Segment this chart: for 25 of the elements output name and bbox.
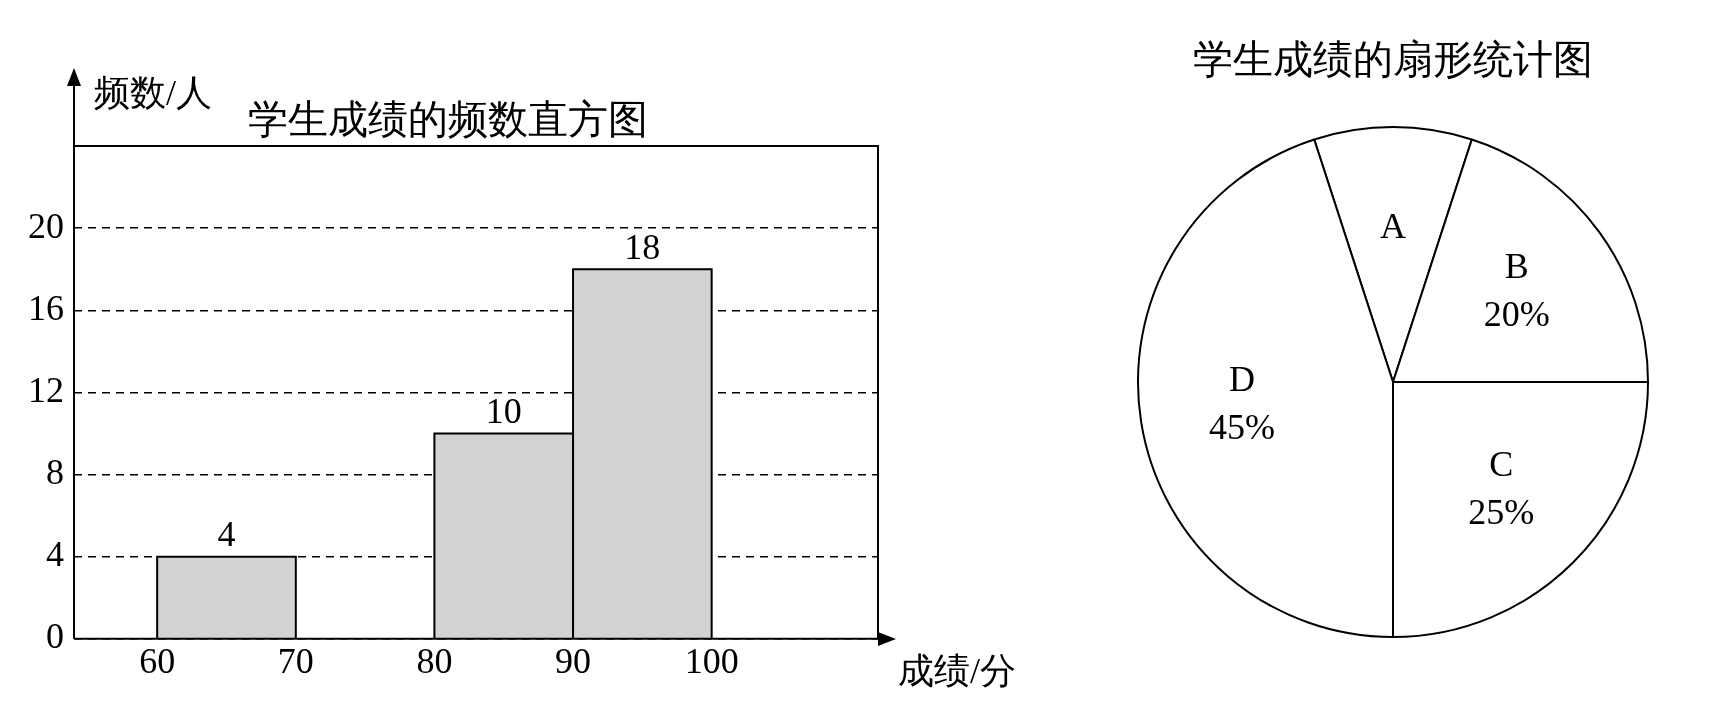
data-label: 10 (485, 390, 522, 431)
x-tick-label: 60 (139, 640, 176, 681)
x-tick-label: 90 (555, 640, 592, 681)
chart-title: 学生成绩的频数直方图 (248, 96, 648, 142)
y-axis-title: 频数/人 (94, 73, 213, 114)
y-tick-label: 0 (46, 616, 64, 657)
y-tick-label: 8 (46, 451, 64, 492)
x-tick-label: 80 (416, 640, 453, 681)
data-label: 20% (1483, 293, 1550, 334)
x-axis-title: 成绩/分 (898, 651, 1017, 692)
x-tick-label: 100 (684, 640, 739, 681)
slice-label: B (1504, 245, 1529, 286)
data-label: 18 (624, 226, 661, 267)
x-tick-label: 70 (277, 640, 314, 681)
chart-title: 学生成绩的扇形统计图 (1193, 36, 1593, 82)
y-tick-label: 12 (28, 369, 64, 410)
slice-label: A (1380, 206, 1406, 247)
data-label: 25% (1468, 491, 1535, 532)
y-tick-label: 20 (28, 205, 64, 246)
slice-label: C (1489, 443, 1514, 484)
data-label: 45% (1208, 407, 1275, 448)
slice-label: D (1228, 359, 1255, 400)
data-label: 4 (217, 514, 236, 555)
y-tick-label: 4 (46, 534, 64, 575)
y-tick-label: 16 (28, 287, 64, 328)
